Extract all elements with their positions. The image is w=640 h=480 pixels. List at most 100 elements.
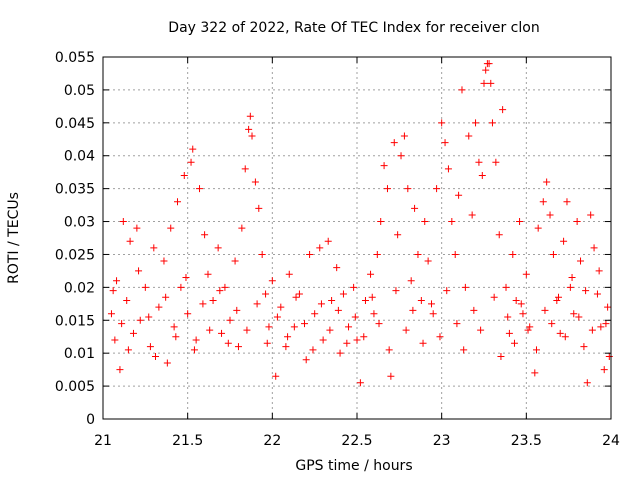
data-point: [387, 372, 395, 380]
data-point: [477, 326, 485, 334]
data-point: [141, 283, 149, 291]
data-point: [543, 178, 551, 186]
data-point: [333, 264, 341, 272]
data-point: [568, 273, 576, 281]
data-point: [309, 346, 317, 354]
data-point: [504, 313, 512, 321]
data-point: [184, 310, 192, 318]
x-tick-label: 21: [94, 433, 112, 449]
data-point: [199, 300, 207, 308]
data-point: [174, 198, 182, 206]
data-point: [113, 277, 121, 285]
data-point: [419, 339, 427, 347]
data-point: [243, 326, 251, 334]
data-point: [402, 326, 410, 334]
data-point: [350, 283, 358, 291]
data-point: [231, 257, 239, 265]
data-point: [497, 352, 505, 360]
data-point: [499, 106, 507, 114]
data-point: [319, 336, 327, 344]
data-point: [428, 300, 436, 308]
data-point: [502, 283, 510, 291]
data-point: [290, 323, 298, 331]
data-point: [245, 125, 253, 133]
data-point: [311, 310, 319, 318]
data-point: [133, 224, 141, 232]
data-point: [116, 366, 124, 374]
data-point: [209, 297, 217, 305]
data-point: [361, 297, 369, 305]
data-point: [409, 306, 417, 314]
data-point: [549, 250, 557, 258]
data-point: [580, 343, 588, 351]
data-point: [373, 250, 381, 258]
y-tick-label: 0.025: [55, 247, 95, 263]
data-point: [561, 333, 569, 341]
data-point: [353, 336, 361, 344]
data-point: [107, 310, 115, 318]
data-point: [465, 132, 473, 140]
data-point: [345, 323, 353, 331]
data-point: [595, 267, 603, 275]
data-point: [436, 333, 444, 341]
data-point: [407, 277, 415, 285]
x-axis-label: GPS time / hours: [295, 458, 412, 474]
y-tick-label: 0.01: [64, 346, 95, 362]
data-point: [472, 119, 480, 127]
y-tick-label: 0: [86, 412, 95, 428]
y-tick-label: 0.005: [55, 379, 95, 395]
data-point: [429, 310, 437, 318]
data-point: [524, 326, 532, 334]
data-point: [292, 293, 300, 301]
data-point: [336, 349, 344, 357]
x-tick-label: 23.5: [511, 433, 542, 449]
data-point: [253, 300, 261, 308]
data-point: [433, 185, 441, 193]
data-point: [301, 320, 309, 328]
data-point: [478, 171, 486, 179]
data-point: [268, 277, 276, 285]
data-point: [170, 323, 178, 331]
data-point: [541, 306, 549, 314]
data-point: [221, 283, 229, 291]
data-point: [383, 185, 391, 193]
data-point: [512, 297, 520, 305]
data-point: [455, 191, 463, 199]
data-point: [151, 352, 159, 360]
grid: [103, 57, 611, 419]
y-tick-label: 0.03: [64, 215, 95, 231]
data-point: [546, 211, 554, 219]
chart-title: Day 322 of 2022, Rate Of TEC Index for r…: [168, 20, 539, 36]
data-point: [248, 132, 256, 140]
data-point: [180, 171, 188, 179]
data-point: [532, 346, 540, 354]
data-point: [417, 297, 425, 305]
data-point: [519, 310, 527, 318]
data-point: [597, 323, 605, 331]
data-point: [246, 112, 254, 120]
data-point: [414, 250, 422, 258]
data-point: [392, 287, 400, 295]
data-point: [531, 369, 539, 377]
data-point: [487, 79, 495, 87]
data-point: [201, 231, 209, 239]
x-tick-label: 22.5: [341, 433, 372, 449]
data-point: [461, 283, 469, 291]
data-point: [118, 320, 126, 328]
data-point: [516, 218, 524, 226]
data-point: [343, 339, 351, 347]
data-point: [441, 139, 449, 147]
data-point: [368, 293, 376, 301]
data-point: [492, 158, 500, 166]
data-point: [460, 346, 468, 354]
data-point: [566, 283, 574, 291]
data-point: [172, 333, 180, 341]
data-point: [136, 316, 144, 324]
data-point: [111, 336, 119, 344]
data-point: [190, 346, 198, 354]
data-point: [390, 139, 398, 147]
data-point: [602, 320, 610, 328]
data-point: [360, 333, 368, 341]
data-point: [573, 218, 581, 226]
data-point: [539, 198, 547, 206]
